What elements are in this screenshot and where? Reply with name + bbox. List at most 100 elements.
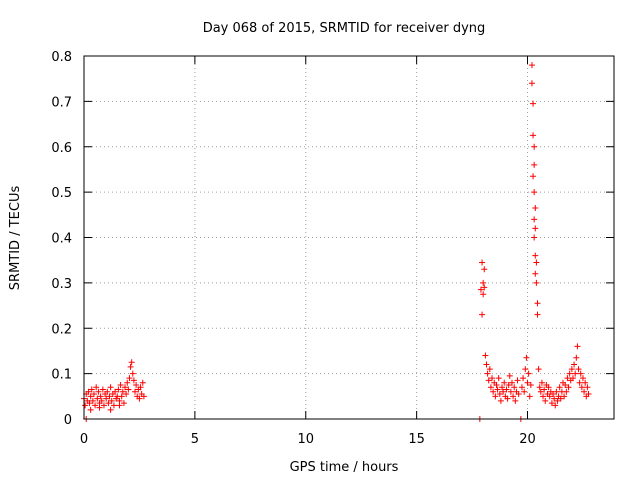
data-point	[130, 377, 137, 384]
data-point	[96, 404, 103, 411]
data-point	[487, 384, 494, 391]
data-point	[576, 379, 583, 386]
data-point	[492, 393, 499, 400]
data-point	[531, 216, 538, 223]
data-point	[477, 286, 484, 293]
data-point	[479, 311, 486, 318]
chart-title: Day 068 of 2015, SRMTID for receiver dyn…	[203, 21, 486, 36]
data-point	[82, 402, 89, 409]
data-point	[584, 384, 591, 391]
data-point	[136, 395, 143, 402]
data-point	[483, 361, 490, 368]
data-point	[518, 384, 525, 391]
data-point	[480, 291, 487, 298]
data-point	[92, 402, 99, 409]
data-point	[573, 354, 580, 361]
data-points	[81, 62, 592, 422]
data-point	[510, 393, 517, 400]
data-point	[132, 388, 139, 395]
data-point	[124, 379, 131, 386]
data-point	[551, 395, 558, 402]
data-point	[105, 400, 112, 407]
data-point	[577, 370, 584, 377]
data-point	[514, 377, 521, 384]
data-point	[557, 395, 564, 402]
y-tick-label: 0.6	[51, 141, 72, 156]
data-point	[112, 388, 119, 395]
data-point	[528, 62, 535, 69]
data-point	[530, 173, 537, 180]
data-point	[527, 381, 534, 388]
x-tick-label: 10	[297, 432, 314, 447]
data-point	[489, 375, 496, 382]
data-point	[546, 393, 553, 400]
data-point	[542, 397, 549, 404]
y-tick-label: 0.5	[51, 186, 72, 201]
data-point	[575, 366, 582, 373]
data-point	[581, 388, 588, 395]
data-point	[523, 354, 530, 361]
data-point	[505, 381, 512, 388]
data-point	[97, 393, 104, 400]
data-point	[531, 143, 538, 150]
data-point	[490, 388, 497, 395]
data-point	[540, 393, 547, 400]
data-point	[532, 270, 539, 277]
data-point	[534, 300, 541, 307]
data-point	[533, 259, 540, 266]
data-point	[504, 395, 511, 402]
data-point	[108, 397, 115, 404]
data-point	[511, 384, 518, 391]
data-point	[556, 384, 563, 391]
data-point	[532, 205, 539, 212]
data-point	[508, 379, 515, 386]
data-point	[552, 402, 559, 409]
data-point	[481, 266, 488, 273]
data-point	[525, 370, 532, 377]
data-point	[482, 352, 489, 359]
data-point	[98, 397, 105, 404]
data-point	[515, 391, 522, 398]
data-point	[563, 388, 570, 395]
y-axis-title: SRMTID / TECUs	[8, 186, 23, 291]
data-point	[545, 384, 552, 391]
data-point	[569, 375, 576, 382]
data-point	[574, 343, 581, 350]
data-point	[503, 386, 510, 393]
data-point	[122, 384, 129, 391]
data-point	[531, 161, 538, 168]
data-point	[496, 391, 503, 398]
data-point	[129, 370, 136, 377]
x-tick-label: 5	[191, 432, 199, 447]
data-point	[133, 381, 140, 388]
data-point	[481, 284, 488, 291]
data-point	[485, 377, 492, 384]
data-point	[119, 388, 126, 395]
data-point	[530, 100, 537, 107]
data-point	[531, 189, 538, 196]
data-point	[90, 391, 97, 398]
x-tick-label: 20	[519, 432, 536, 447]
data-point	[94, 395, 101, 402]
data-point	[103, 395, 110, 402]
data-point	[139, 379, 146, 386]
data-point	[566, 370, 573, 377]
data-point	[572, 370, 579, 377]
x-axis-title: GPS time / hours	[290, 460, 399, 475]
data-point	[564, 375, 571, 382]
y-tick-label: 0	[64, 413, 72, 428]
data-point	[118, 393, 125, 400]
data-point	[100, 402, 107, 409]
data-point	[484, 370, 491, 377]
data-point	[95, 388, 102, 395]
data-point	[554, 397, 561, 404]
data-point	[140, 393, 147, 400]
y-tick-label: 0.2	[51, 322, 72, 337]
data-point	[565, 384, 572, 391]
plot-frame	[83, 55, 615, 420]
y-tick-label: 0.3	[51, 277, 72, 292]
data-point	[561, 393, 568, 400]
x-tick-label: 0	[80, 432, 88, 447]
data-point	[532, 225, 539, 232]
data-point	[534, 311, 541, 318]
